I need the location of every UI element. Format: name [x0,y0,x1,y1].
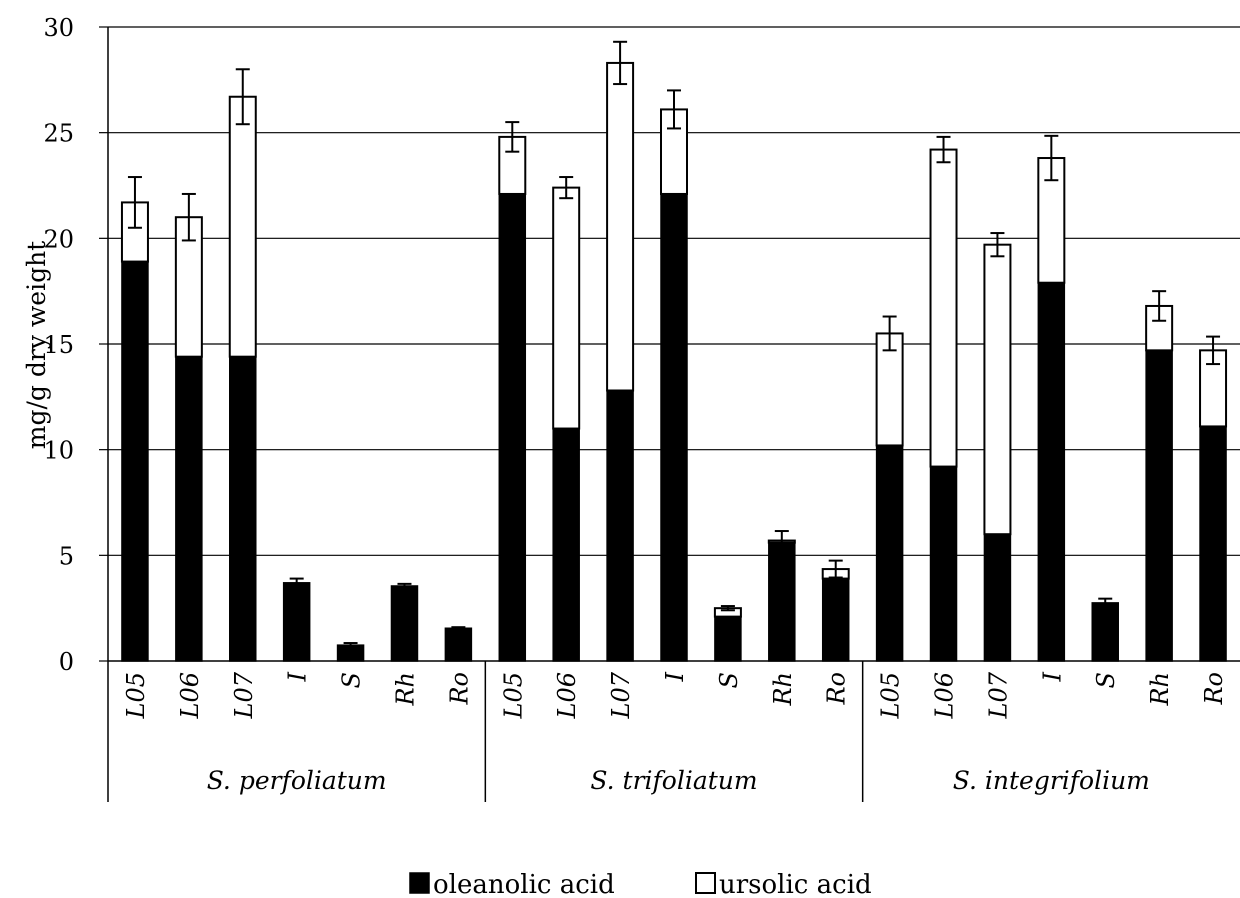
error-bars [127,40,1221,649]
bar-oleanolic [983,533,1012,662]
x-tick-label: Rh [769,672,797,707]
y-tick-label: 20 [43,225,74,253]
bar-oleanolic [390,585,419,662]
error-bar [774,530,789,552]
x-tick-label: S [1092,672,1120,688]
y-tick-label: 0 [59,648,74,676]
x-tick-label: Ro [445,672,473,706]
x-tick-label: I [284,671,312,682]
error-bar [397,582,412,590]
group-label: S. integrifolium [953,766,1150,795]
x-tick-label: I [661,671,689,682]
error-bar [127,176,142,229]
bar-oleanolic [1091,602,1119,662]
bar-oleanolic [1199,425,1227,662]
x-tick-label: L07 [230,671,258,719]
error-bar [1152,290,1167,322]
error-bar [1044,134,1059,182]
x-tick-label: Ro [823,672,851,706]
bar-oleanolic [444,627,473,662]
bar-oleanolic [121,260,149,662]
bar-oleanolic [821,577,850,662]
bar-oleanolic [229,355,257,662]
x-tick-label: L07 [607,671,635,719]
x-tick-label: S [338,672,366,688]
bar-oleanolic [1145,349,1173,662]
y-tick-label: 30 [43,14,74,42]
y-tick-label: 10 [43,437,74,465]
x-tick-label: L06 [176,672,204,719]
y-tick-label: 25 [43,120,74,148]
x-tick-label: L07 [984,671,1012,719]
legend-swatch-ursolic [695,872,716,894]
error-bar [936,135,951,164]
error-bar [505,121,520,153]
group-label: S. trifoliatum [590,766,757,795]
bars [120,61,1228,662]
bar-ursolic [983,243,1012,536]
error-bar [181,192,196,242]
bar-oleanolic [175,355,203,662]
legend: oleanolic acid ursolic acid [409,870,872,898]
bar-oleanolic [768,541,796,662]
bar-ursolic [606,61,635,392]
error-bar [451,626,466,631]
axes [107,27,1240,662]
bar-oleanolic [282,582,311,662]
x-tick-label: L06 [553,672,581,719]
bar-oleanolic [660,193,688,662]
error-bar [613,40,628,86]
error-bar [990,232,1005,258]
bar-oleanolic [875,444,904,662]
x-tick-label: I [1038,671,1066,682]
bar-ursolic [228,95,257,358]
x-tick-label: Rh [1146,672,1174,707]
y-axis-title: mg/g dry weight [22,241,51,449]
error-bar [235,68,250,126]
x-tick-label: S [715,672,743,688]
bar-ursolic [875,332,904,447]
error-bar [289,577,304,589]
error-bar [1098,597,1113,609]
bar-oleanolic [606,389,634,662]
x-axis-labels: L05 L06 L07 I S Rh Ro L05 L06 L07 I S Rh Ro L05 L06 L07 I… [107,661,1228,802]
bar-ursolic [929,148,958,468]
error-bar [828,559,843,579]
x-tick-label: Ro [1200,672,1228,706]
error-bar [667,89,681,130]
bar-oleanolic [1037,281,1066,662]
error-bar [720,605,735,612]
legend-swatch-oleanolic [409,872,430,894]
y-tick-label: 5 [59,542,74,570]
legend-label-ursolic: ursolic acid [719,870,872,898]
bar-oleanolic [552,427,580,662]
error-bar [1206,335,1221,366]
x-tick-label: L05 [877,672,905,719]
bar-oleanolic [714,615,742,662]
error-bar [343,642,358,649]
legend-label-oleanolic: oleanolic acid [433,870,615,898]
bar-oleanolic [498,193,527,662]
bar-ursolic [552,186,581,430]
x-tick-label: Rh [391,672,419,707]
error-bar [882,315,897,352]
error-bar [559,176,574,200]
y-tick-label: 15 [43,331,74,359]
bar-oleanolic [929,465,958,662]
y-axis-ticks: 0 5 10 15 20 25 30 [43,14,108,676]
group-label: S. perfoliatum [207,766,387,795]
x-tick-label: L06 [931,672,959,719]
x-tick-label: L05 [122,672,150,719]
x-tick-label: L05 [499,672,527,719]
